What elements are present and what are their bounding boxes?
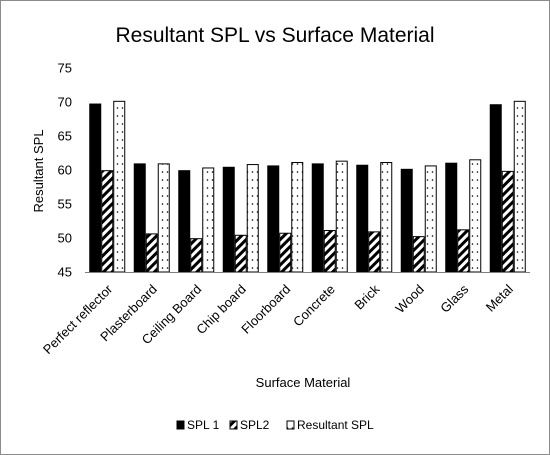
bar-resultant-spl [202, 167, 215, 273]
bar-spl-1 [222, 166, 235, 273]
bar-resultant-spl [469, 159, 482, 273]
bar-resultant-spl [291, 162, 304, 273]
bar-spl2 [457, 229, 470, 273]
bar-spl-1 [489, 104, 502, 273]
y-tick-label: 55 [58, 197, 72, 212]
y-tick-label: 60 [58, 163, 72, 178]
bar-spl-1 [356, 164, 369, 273]
bar-spl-1 [445, 162, 458, 273]
bar-resultant-spl [113, 100, 126, 273]
y-axis-ticks: 45 50 55 60 65 70 75 [58, 61, 72, 280]
bars [89, 100, 526, 273]
bar-spl-1 [311, 163, 324, 273]
legend-label: SPL 1 [187, 418, 220, 432]
y-tick-label: 50 [58, 231, 72, 246]
legend: SPL 1 SPL2 Resultant SPL [176, 418, 374, 432]
bar-resultant-spl [380, 162, 393, 273]
bar-resultant-spl [157, 163, 170, 273]
bar-spl2 [279, 232, 292, 273]
y-axis-label: Resultant SPL [31, 129, 46, 212]
y-tick-label: 65 [58, 129, 72, 144]
bar-resultant-spl [246, 164, 259, 273]
bar-resultant-spl [424, 165, 437, 273]
bar-spl2 [501, 170, 514, 273]
bar-spl-1 [400, 168, 413, 273]
bar-spl2 [412, 236, 425, 273]
x-axis-label: Surface Material [256, 375, 351, 390]
bar-spl2 [145, 233, 158, 273]
bar-spl2 [368, 231, 381, 273]
bar-spl-1 [267, 165, 280, 273]
legend-label: Resultant SPL [297, 418, 374, 432]
legend-swatch [176, 420, 185, 430]
bar-spl-1 [89, 103, 102, 273]
bar-spl-1 [133, 163, 146, 273]
bar-spl2 [234, 234, 247, 273]
bar-spl2 [101, 170, 114, 273]
legend-swatch [286, 420, 295, 430]
bar-resultant-spl [335, 160, 348, 273]
bar-spl2 [323, 230, 336, 273]
y-tick-label: 70 [58, 95, 72, 110]
y-tick-label: 45 [58, 265, 72, 280]
bar-resultant-spl [513, 100, 526, 273]
chart-title: Resultant SPL vs Surface Material [115, 24, 434, 47]
y-tick-label: 75 [58, 61, 72, 76]
bar-spl-1 [178, 170, 191, 273]
legend-swatch [229, 420, 238, 430]
legend-label: SPL2 [240, 418, 270, 432]
bar-spl2 [190, 238, 203, 273]
